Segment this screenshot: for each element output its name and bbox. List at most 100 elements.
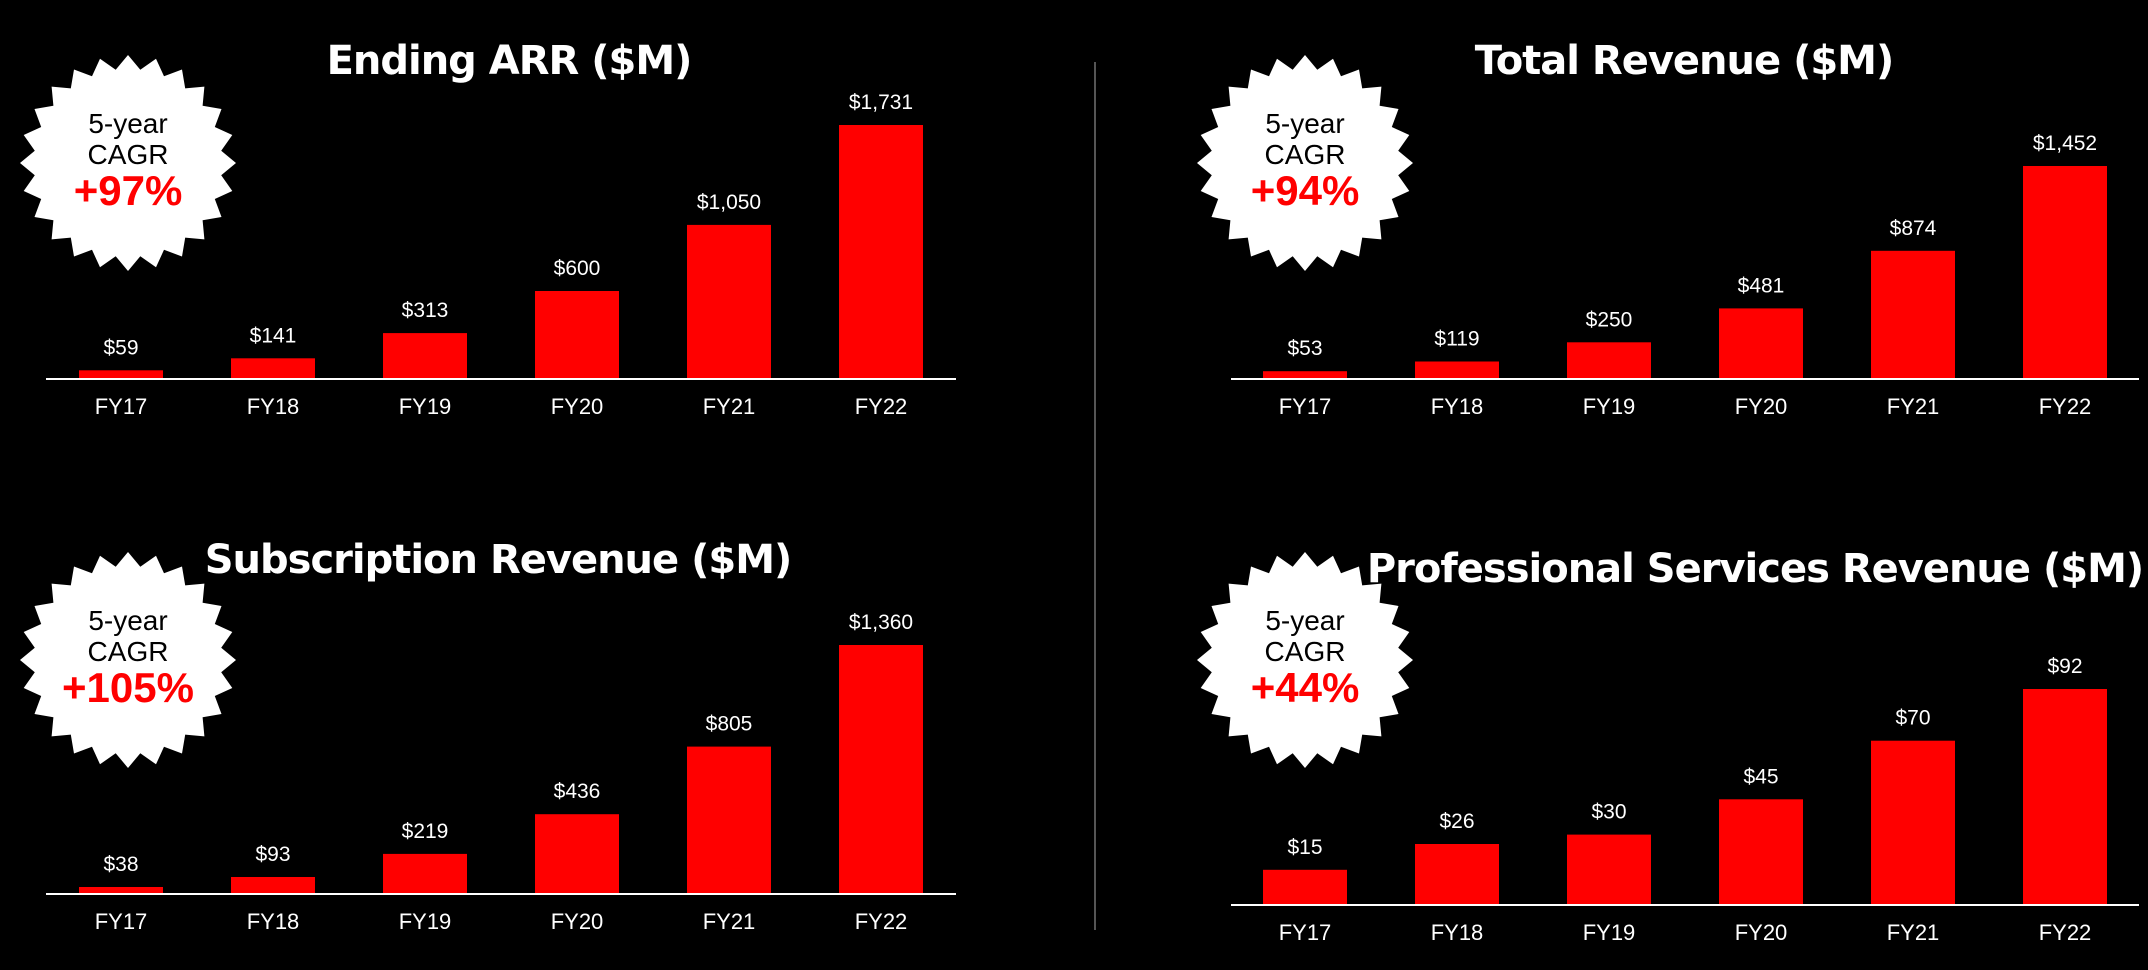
badge-line2: CAGR bbox=[1265, 139, 1346, 170]
bar-value-label: $70 bbox=[1895, 707, 1930, 730]
badge-cagr-value: +105% bbox=[62, 664, 194, 711]
x-tick-label: FY20 bbox=[551, 909, 604, 934]
x-tick-label: FY21 bbox=[1887, 394, 1940, 419]
bar-value-label: $219 bbox=[402, 820, 449, 843]
x-tick-label: FY17 bbox=[95, 909, 148, 934]
badge-line2: CAGR bbox=[88, 636, 169, 667]
x-tick-label: FY19 bbox=[399, 394, 452, 419]
bar-fy21 bbox=[687, 224, 771, 379]
badge-cagr-value: +97% bbox=[74, 167, 183, 214]
bar-fy22 bbox=[2023, 689, 2107, 905]
chart-4: Professional Services Revenue ($M)5-year… bbox=[1197, 546, 2144, 945]
bar-value-label: $26 bbox=[1439, 810, 1474, 833]
bar-value-label: $1,731 bbox=[849, 91, 913, 114]
bar-fy17 bbox=[1263, 869, 1347, 905]
bar-fy18 bbox=[231, 358, 315, 379]
x-tick-label: FY19 bbox=[1583, 920, 1636, 945]
bar-value-label: $805 bbox=[706, 713, 753, 736]
bar-value-label: $53 bbox=[1287, 337, 1322, 360]
bar-fy17 bbox=[1263, 371, 1347, 379]
bar-value-label: $93 bbox=[255, 843, 290, 866]
bar-fy21 bbox=[687, 746, 771, 894]
bar-value-label: $874 bbox=[1890, 217, 1937, 240]
bar-fy19 bbox=[383, 853, 467, 894]
bar-value-label: $30 bbox=[1591, 801, 1626, 824]
bar-value-label: $45 bbox=[1743, 765, 1778, 788]
badge-line2: CAGR bbox=[88, 139, 169, 170]
x-tick-label: FY22 bbox=[2039, 394, 2092, 419]
x-tick-label: FY22 bbox=[2039, 920, 2092, 945]
x-tick-label: FY18 bbox=[1431, 394, 1484, 419]
bar-value-label: $92 bbox=[2047, 655, 2082, 678]
bar-fy17 bbox=[79, 887, 163, 894]
bar-value-label: $59 bbox=[103, 336, 138, 359]
x-tick-label: FY18 bbox=[1431, 920, 1484, 945]
bar-fy18 bbox=[1415, 361, 1499, 379]
x-tick-label: FY20 bbox=[1735, 394, 1788, 419]
badge-line1: 5-year bbox=[1265, 605, 1344, 636]
badge-cagr-value: +44% bbox=[1251, 664, 1360, 711]
x-tick-label: FY20 bbox=[1735, 920, 1788, 945]
bar-fy20 bbox=[1719, 308, 1803, 379]
bar-value-label: $313 bbox=[402, 299, 449, 322]
bar-value-label: $119 bbox=[1434, 328, 1479, 351]
bar-fy20 bbox=[535, 814, 619, 894]
bar-fy22 bbox=[839, 125, 923, 379]
x-tick-label: FY20 bbox=[551, 394, 604, 419]
badge-line2: CAGR bbox=[1265, 636, 1346, 667]
bar-fy22 bbox=[2023, 166, 2107, 379]
chart-title: Ending ARR ($M) bbox=[327, 38, 692, 84]
chart-title: Professional Services Revenue ($M) bbox=[1367, 546, 2143, 592]
bar-value-label: $250 bbox=[1586, 308, 1633, 331]
starburst-shape bbox=[20, 552, 236, 768]
x-tick-label: FY21 bbox=[703, 394, 756, 419]
x-tick-label: FY19 bbox=[1583, 394, 1636, 419]
bar-fy20 bbox=[1719, 799, 1803, 905]
bar-fy18 bbox=[231, 877, 315, 894]
bar-value-label: $481 bbox=[1738, 274, 1785, 297]
badge-line1: 5-year bbox=[1265, 108, 1344, 139]
starburst-shape bbox=[20, 55, 236, 271]
badge-cagr-value: +94% bbox=[1251, 167, 1360, 214]
x-tick-label: FY17 bbox=[1279, 920, 1332, 945]
bar-value-label: $15 bbox=[1287, 836, 1322, 859]
badge-line1: 5-year bbox=[88, 605, 167, 636]
bar-value-label: $141 bbox=[250, 324, 297, 347]
starburst-shape bbox=[1197, 552, 1413, 768]
x-tick-label: FY21 bbox=[703, 909, 756, 934]
bar-value-label: $436 bbox=[554, 780, 601, 803]
bar-fy19 bbox=[1567, 834, 1651, 905]
bar-fy21 bbox=[1871, 740, 1955, 905]
bar-fy20 bbox=[535, 291, 619, 379]
bar-value-label: $1,452 bbox=[2033, 132, 2097, 155]
x-tick-label: FY22 bbox=[855, 909, 908, 934]
bar-fy22 bbox=[839, 645, 923, 894]
bar-fy17 bbox=[79, 370, 163, 379]
bar-fy21 bbox=[1871, 250, 1955, 379]
bar-value-label: $1,050 bbox=[697, 191, 761, 214]
x-tick-label: FY21 bbox=[1887, 920, 1940, 945]
x-tick-label: FY18 bbox=[247, 394, 300, 419]
x-tick-label: FY19 bbox=[399, 909, 452, 934]
x-tick-label: FY17 bbox=[95, 394, 148, 419]
x-tick-label: FY18 bbox=[247, 909, 300, 934]
bar-fy18 bbox=[1415, 844, 1499, 905]
x-tick-label: FY17 bbox=[1279, 394, 1332, 419]
chart-title: Total Revenue ($M) bbox=[1475, 38, 1894, 84]
starburst-shape bbox=[1197, 55, 1413, 271]
chart-3: Subscription Revenue ($M)5-yearCAGR+105%… bbox=[20, 537, 956, 934]
bar-fy19 bbox=[1567, 342, 1651, 379]
chart-title: Subscription Revenue ($M) bbox=[205, 537, 792, 583]
bar-fy19 bbox=[383, 333, 467, 379]
x-tick-label: FY22 bbox=[855, 394, 908, 419]
badge-line1: 5-year bbox=[88, 108, 167, 139]
bar-value-label: $600 bbox=[554, 257, 601, 280]
bar-value-label: $1,360 bbox=[849, 611, 913, 634]
